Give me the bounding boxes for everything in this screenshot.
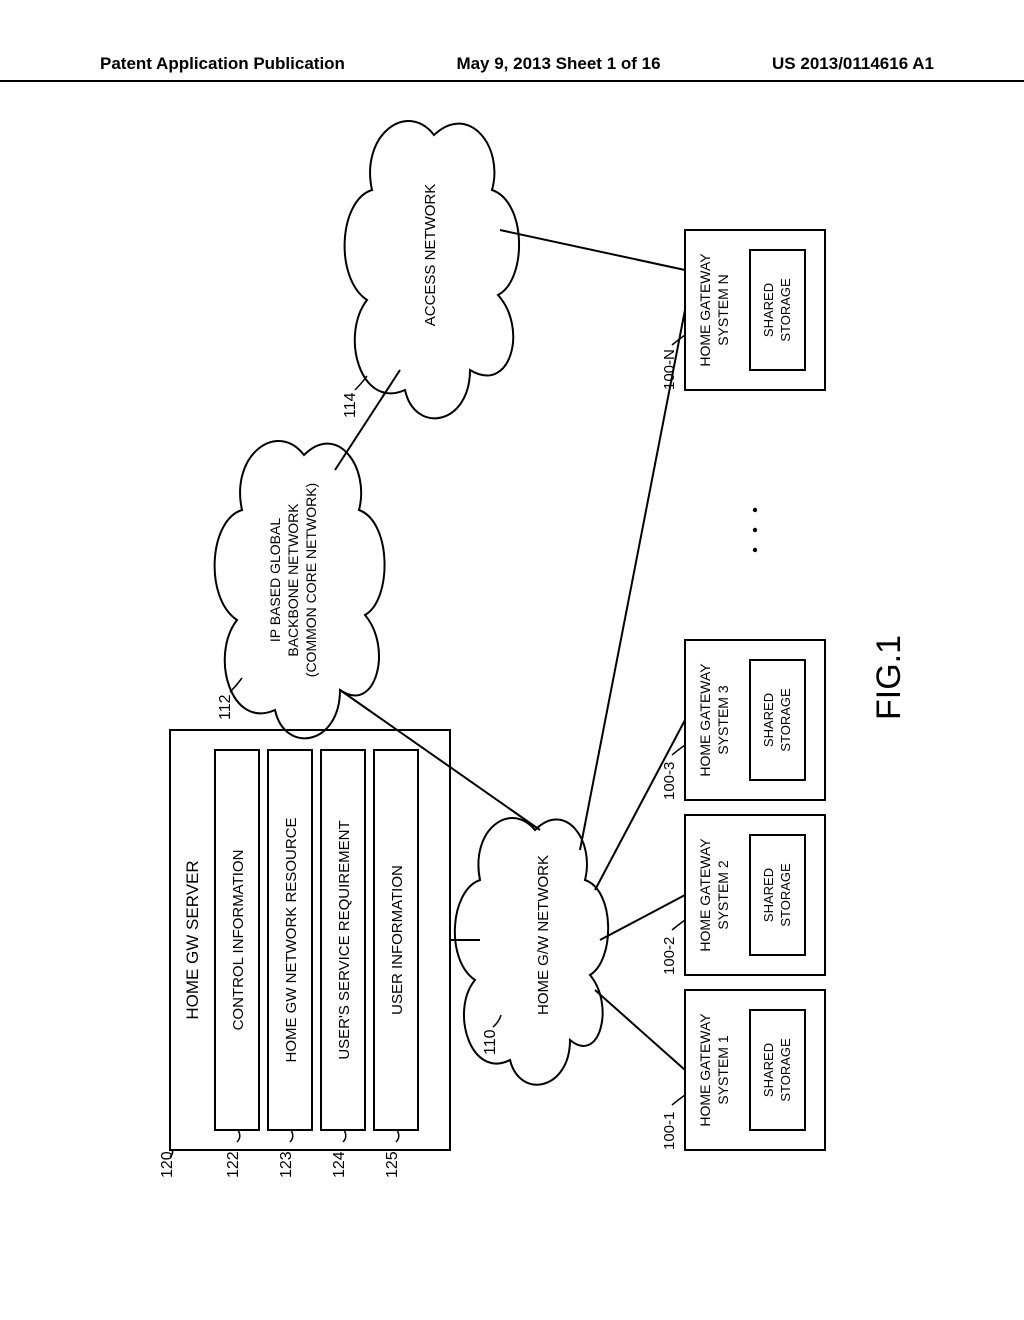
ref-100-1: 100-1 [661,1112,678,1150]
server-item-2: HOME GW NETWORK RESOURCE [283,817,300,1062]
server-item-3: USER'S SERVICE REQUIREMENT [336,820,353,1059]
header-left: Patent Application Publication [100,54,345,74]
gateway-ellipsis [753,508,757,552]
svg-text:SYSTEM N: SYSTEM N [715,274,731,346]
cloud-access-label: ACCESS NETWORK [422,184,439,327]
ref-122: 122 [225,1151,242,1178]
ref-100-3: 100-3 [661,762,678,800]
ref-100-N: 100-N [661,349,678,390]
svg-text:SHARED: SHARED [761,693,776,747]
link-gwnet-hg2 [600,895,685,940]
svg-text:SHARED: SHARED [761,283,776,337]
cloud-backbone-l2: BACKBONE NETWORK [285,503,301,657]
ref-125: 125 [384,1151,401,1178]
tick-112 [230,678,242,692]
svg-text:HOME GATEWAY: HOME GATEWAY [697,838,713,952]
ref-112: 112 [217,694,234,720]
link-gwnet-hg3 [595,720,685,890]
header-right: US 2013/0114616 A1 [772,54,934,74]
header-center: May 9, 2013 Sheet 1 of 16 [456,54,660,74]
cloud-backbone-l3: (COMMON CORE NETWORK) [303,483,319,677]
ref-120: 120 [159,1151,176,1178]
svg-text:HOME GATEWAY: HOME GATEWAY [697,663,713,777]
tick-110 [493,1015,501,1027]
ref-110: 110 [482,1029,499,1055]
cloud-gwnet-label: HOME G/W NETWORK [535,855,552,1015]
cloud-backbone-l1: IP BASED GLOBAL [267,518,283,642]
svg-text:SYSTEM 1: SYSTEM 1 [715,1035,731,1104]
figure-canvas: HOME GW SERVER CONTROL INFORMATION HOME … [0,100,1024,1300]
svg-text:STORAGE: STORAGE [778,1038,793,1102]
link-gwnet-backbone [340,690,540,830]
server-title: HOME GW SERVER [183,860,202,1019]
tick-123 [290,1130,293,1142]
tick-100-1 [672,1095,685,1105]
home-gateway-3: HOME GATEWAY SYSTEM 3 SHARED STORAGE [685,640,825,800]
tick-114 [355,376,367,390]
tick-100-3 [672,745,685,755]
ref-114: 114 [342,392,359,418]
svg-text:SYSTEM 3: SYSTEM 3 [715,685,731,754]
home-gateway-2: HOME GATEWAY SYSTEM 2 SHARED STORAGE [685,815,825,975]
link-gwnet-hg1 [595,990,685,1070]
svg-text:STORAGE: STORAGE [778,863,793,927]
link-backbone-access [335,370,400,470]
ref-123: 123 [278,1151,295,1178]
svg-text:SYSTEM 2: SYSTEM 2 [715,860,731,929]
home-gateway-N: HOME GATEWAY SYSTEM N SHARED STORAGE [685,230,825,390]
server-box [170,730,450,1150]
svg-text:STORAGE: STORAGE [778,278,793,342]
svg-text:HOME GATEWAY: HOME GATEWAY [697,1013,713,1127]
tick-125 [396,1130,399,1142]
home-gateway-1: HOME GATEWAY SYSTEM 1 SHARED STORAGE [685,990,825,1150]
cloud-gwnet: HOME G/W NETWORK [455,818,608,1085]
ref-100-2: 100-2 [661,937,678,975]
header-row: Patent Application Publication May 9, 20… [0,54,1024,74]
server-item-1: CONTROL INFORMATION [230,850,247,1031]
cloud-backbone: IP BASED GLOBAL BACKBONE NETWORK (COMMON… [215,441,385,738]
diagram-svg: HOME GW SERVER CONTROL INFORMATION HOME … [0,100,1024,1300]
tick-100-2 [672,920,685,930]
ref-124: 124 [331,1151,348,1178]
cloud-access: ACCESS NETWORK [345,121,519,418]
figure-label: FIG.1 [870,635,908,720]
svg-text:STORAGE: STORAGE [778,688,793,752]
svg-text:HOME GATEWAY: HOME GATEWAY [697,253,713,367]
tick-124 [343,1130,346,1142]
page-header: Patent Application Publication May 9, 20… [0,54,1024,82]
tick-122 [237,1130,240,1142]
svg-text:SHARED: SHARED [761,1043,776,1097]
server-item-4: USER INFORMATION [389,865,406,1015]
link-access-hgN [500,230,685,270]
svg-text:SHARED: SHARED [761,868,776,922]
